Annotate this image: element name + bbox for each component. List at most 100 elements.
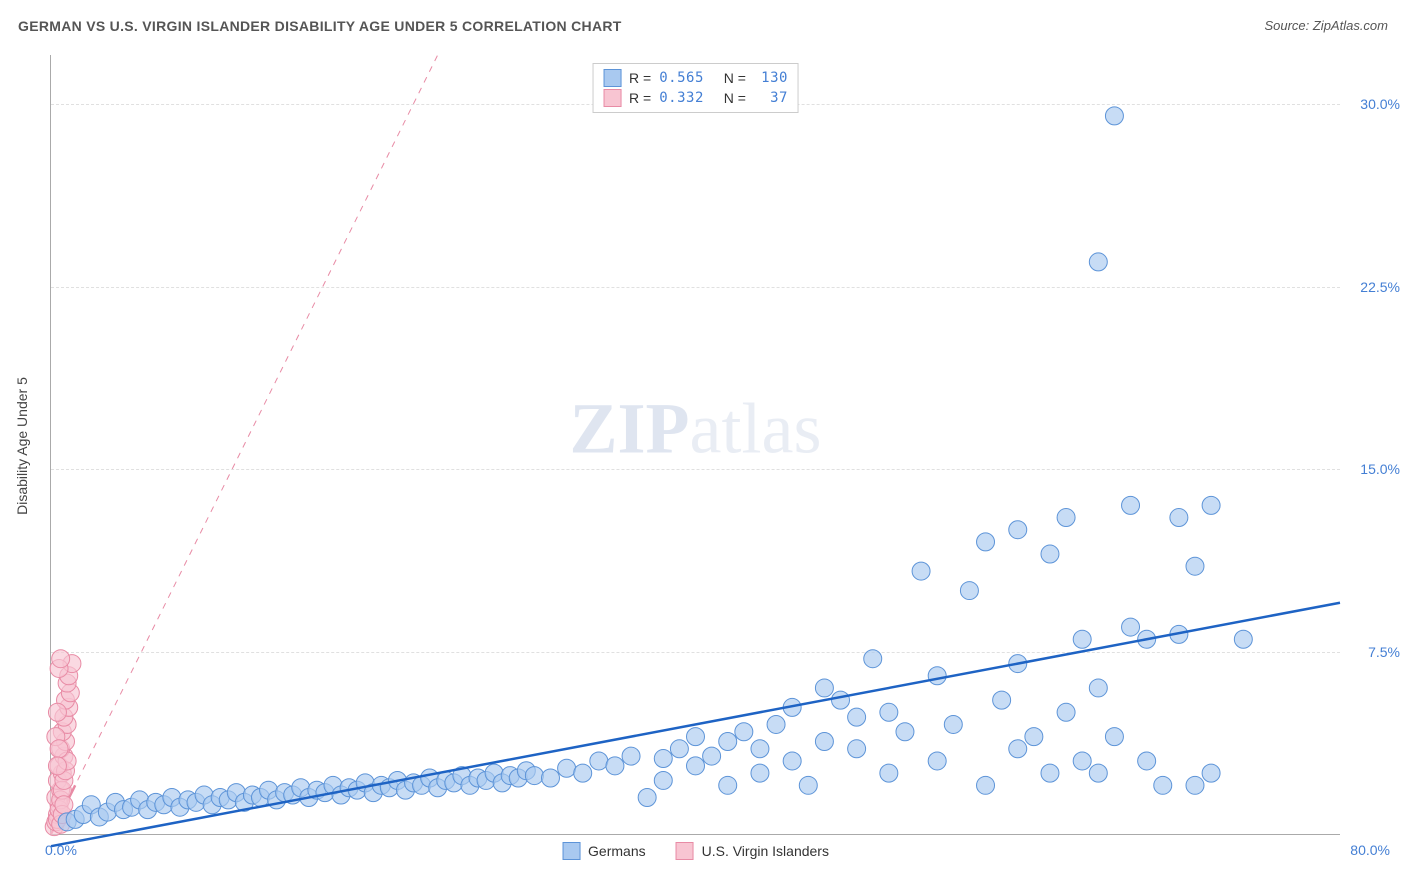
y-tick-label: 22.5% — [1360, 279, 1400, 295]
scatter-point — [670, 740, 688, 758]
scatter-point — [1089, 764, 1107, 782]
scatter-point — [767, 715, 785, 733]
scatter-point — [1009, 740, 1027, 758]
legend-r-label: R = — [629, 90, 651, 106]
chart-title: GERMAN VS U.S. VIRGIN ISLANDER DISABILIT… — [18, 18, 622, 34]
scatter-point — [1186, 776, 1204, 794]
source-name: ZipAtlas.com — [1313, 18, 1388, 33]
legend-r-value: 0.332 — [659, 90, 704, 106]
legend-item: U.S. Virgin Islanders — [676, 842, 829, 860]
y-tick-label: 7.5% — [1368, 644, 1400, 660]
scatter-point — [48, 757, 66, 775]
legend-series-label: U.S. Virgin Islanders — [702, 843, 829, 859]
scatter-point — [1089, 679, 1107, 697]
legend-r-value: 0.565 — [659, 70, 704, 86]
scatter-point — [912, 562, 930, 580]
trend-line-pink — [51, 55, 438, 834]
scatter-point — [1170, 509, 1188, 527]
x-tick-left: 0.0% — [45, 842, 77, 858]
legend-series-label: Germans — [588, 843, 646, 859]
scatter-point — [719, 776, 737, 794]
scatter-point — [52, 650, 70, 668]
chart-plot-area: ZIPatlas R = 0.565 N = 130 R = 0.332 N =… — [50, 55, 1340, 835]
legend-marker-pink — [603, 89, 621, 107]
scatter-point — [815, 733, 833, 751]
scatter-point — [654, 750, 672, 768]
scatter-point — [977, 533, 995, 551]
scatter-point — [1025, 728, 1043, 746]
scatter-point — [606, 757, 624, 775]
scatter-point — [815, 679, 833, 697]
legend-n-value: 37 — [754, 90, 788, 106]
scatter-point — [751, 740, 769, 758]
scatter-point — [1202, 496, 1220, 514]
scatter-point — [1234, 630, 1252, 648]
y-axis-title: Disability Age Under 5 — [14, 377, 30, 515]
legend-n-label: N = — [724, 90, 746, 106]
scatter-point — [703, 747, 721, 765]
scatter-point — [1122, 496, 1140, 514]
legend-marker-blue — [562, 842, 580, 860]
scatter-point — [654, 771, 672, 789]
scatter-point — [1073, 630, 1091, 648]
scatter-point — [1041, 545, 1059, 563]
scatter-point — [541, 769, 559, 787]
scatter-point — [719, 733, 737, 751]
scatter-point — [525, 767, 543, 785]
scatter-point — [638, 788, 656, 806]
source-prefix: Source: — [1264, 18, 1312, 33]
source-label: Source: ZipAtlas.com — [1264, 18, 1388, 33]
legend-item: Germans — [562, 842, 646, 860]
scatter-point — [751, 764, 769, 782]
scatter-point — [848, 708, 866, 726]
trend-line-blue — [51, 603, 1340, 846]
scatter-point — [832, 691, 850, 709]
scatter-point — [622, 747, 640, 765]
legend-marker-blue — [603, 69, 621, 87]
scatter-point — [960, 582, 978, 600]
scatter-point — [1154, 776, 1172, 794]
scatter-point — [1041, 764, 1059, 782]
scatter-point — [880, 764, 898, 782]
scatter-point — [1057, 509, 1075, 527]
scatter-point — [558, 759, 576, 777]
scatter-point — [735, 723, 753, 741]
correlation-legend: R = 0.565 N = 130 R = 0.332 N = 37 — [592, 63, 799, 113]
scatter-point — [880, 703, 898, 721]
scatter-point — [687, 728, 705, 746]
scatter-point — [574, 764, 592, 782]
scatter-point — [799, 776, 817, 794]
scatter-point — [783, 752, 801, 770]
legend-r-label: R = — [629, 70, 651, 86]
scatter-point — [848, 740, 866, 758]
scatter-point — [1138, 752, 1156, 770]
scatter-point — [50, 740, 68, 758]
x-tick-right: 80.0% — [1350, 842, 1390, 858]
scatter-point — [1105, 728, 1123, 746]
scatter-point — [1057, 703, 1075, 721]
scatter-point — [48, 703, 66, 721]
scatter-point — [55, 796, 73, 814]
scatter-point — [687, 757, 705, 775]
scatter-point — [1186, 557, 1204, 575]
scatter-point — [1089, 253, 1107, 271]
scatter-point — [944, 715, 962, 733]
scatter-point — [1202, 764, 1220, 782]
scatter-point — [928, 667, 946, 685]
y-tick-label: 30.0% — [1360, 96, 1400, 112]
legend-n-label: N = — [724, 70, 746, 86]
scatter-point — [1073, 752, 1091, 770]
scatter-point — [977, 776, 995, 794]
scatter-svg — [51, 55, 1340, 834]
scatter-point — [993, 691, 1011, 709]
scatter-point — [928, 752, 946, 770]
legend-row: R = 0.565 N = 130 — [603, 68, 788, 88]
legend-marker-pink — [676, 842, 694, 860]
legend-row: R = 0.332 N = 37 — [603, 88, 788, 108]
scatter-point — [590, 752, 608, 770]
legend-n-value: 130 — [754, 70, 788, 86]
series-legend: Germans U.S. Virgin Islanders — [562, 842, 829, 860]
scatter-point — [864, 650, 882, 668]
scatter-point — [1122, 618, 1140, 636]
scatter-point — [896, 723, 914, 741]
